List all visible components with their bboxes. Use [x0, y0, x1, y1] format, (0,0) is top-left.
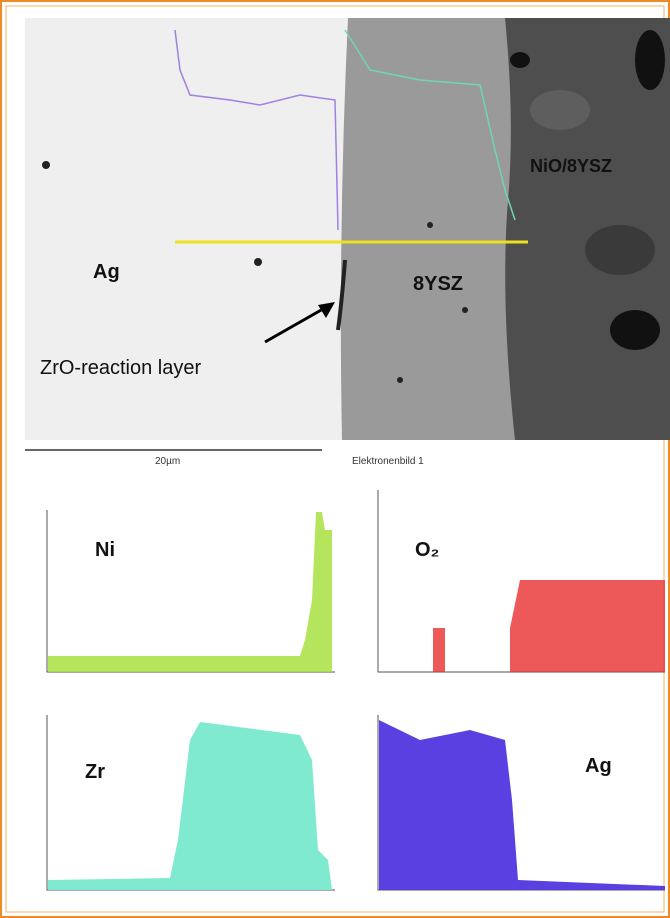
grain	[530, 90, 590, 130]
layer-crack	[336, 259, 347, 331]
sem-image: Ag 8YSZ NiO/8YSZ ZrO-reaction layer	[25, 18, 670, 440]
label: ZrO-reaction layer	[40, 357, 201, 379]
ag-line-scan	[174, 29, 339, 231]
pore	[635, 30, 665, 90]
panel-label: Zr	[85, 761, 105, 783]
panel-label: O₂	[415, 539, 439, 561]
panel-o2: O₂	[377, 490, 665, 673]
spectrum	[379, 720, 665, 890]
spectrum	[48, 512, 332, 672]
pore	[254, 258, 262, 266]
inner-frame	[5, 5, 665, 913]
panel-label: Ni	[95, 539, 115, 561]
zr-line-scan	[344, 29, 516, 221]
scale-label: 20µm	[155, 456, 180, 467]
pore	[610, 310, 660, 350]
pore	[427, 222, 433, 228]
pore	[510, 52, 530, 68]
panel-label: Ag	[585, 755, 612, 777]
label: 8YSZ	[413, 273, 463, 295]
arrow-head	[318, 302, 335, 318]
spectrum	[48, 722, 332, 890]
pore	[397, 377, 403, 383]
spectrum	[433, 580, 665, 672]
grain	[585, 225, 655, 275]
pore	[462, 307, 468, 313]
caption: Elektronenbild 1	[352, 456, 424, 467]
panel-ni: Ni	[46, 510, 335, 673]
arrow	[264, 303, 331, 344]
panel-ag: Ag	[377, 715, 665, 891]
pore	[42, 161, 50, 169]
panel-zr: Zr	[46, 715, 335, 891]
label: Ag	[93, 261, 120, 283]
label: NiO/8YSZ	[530, 156, 612, 176]
